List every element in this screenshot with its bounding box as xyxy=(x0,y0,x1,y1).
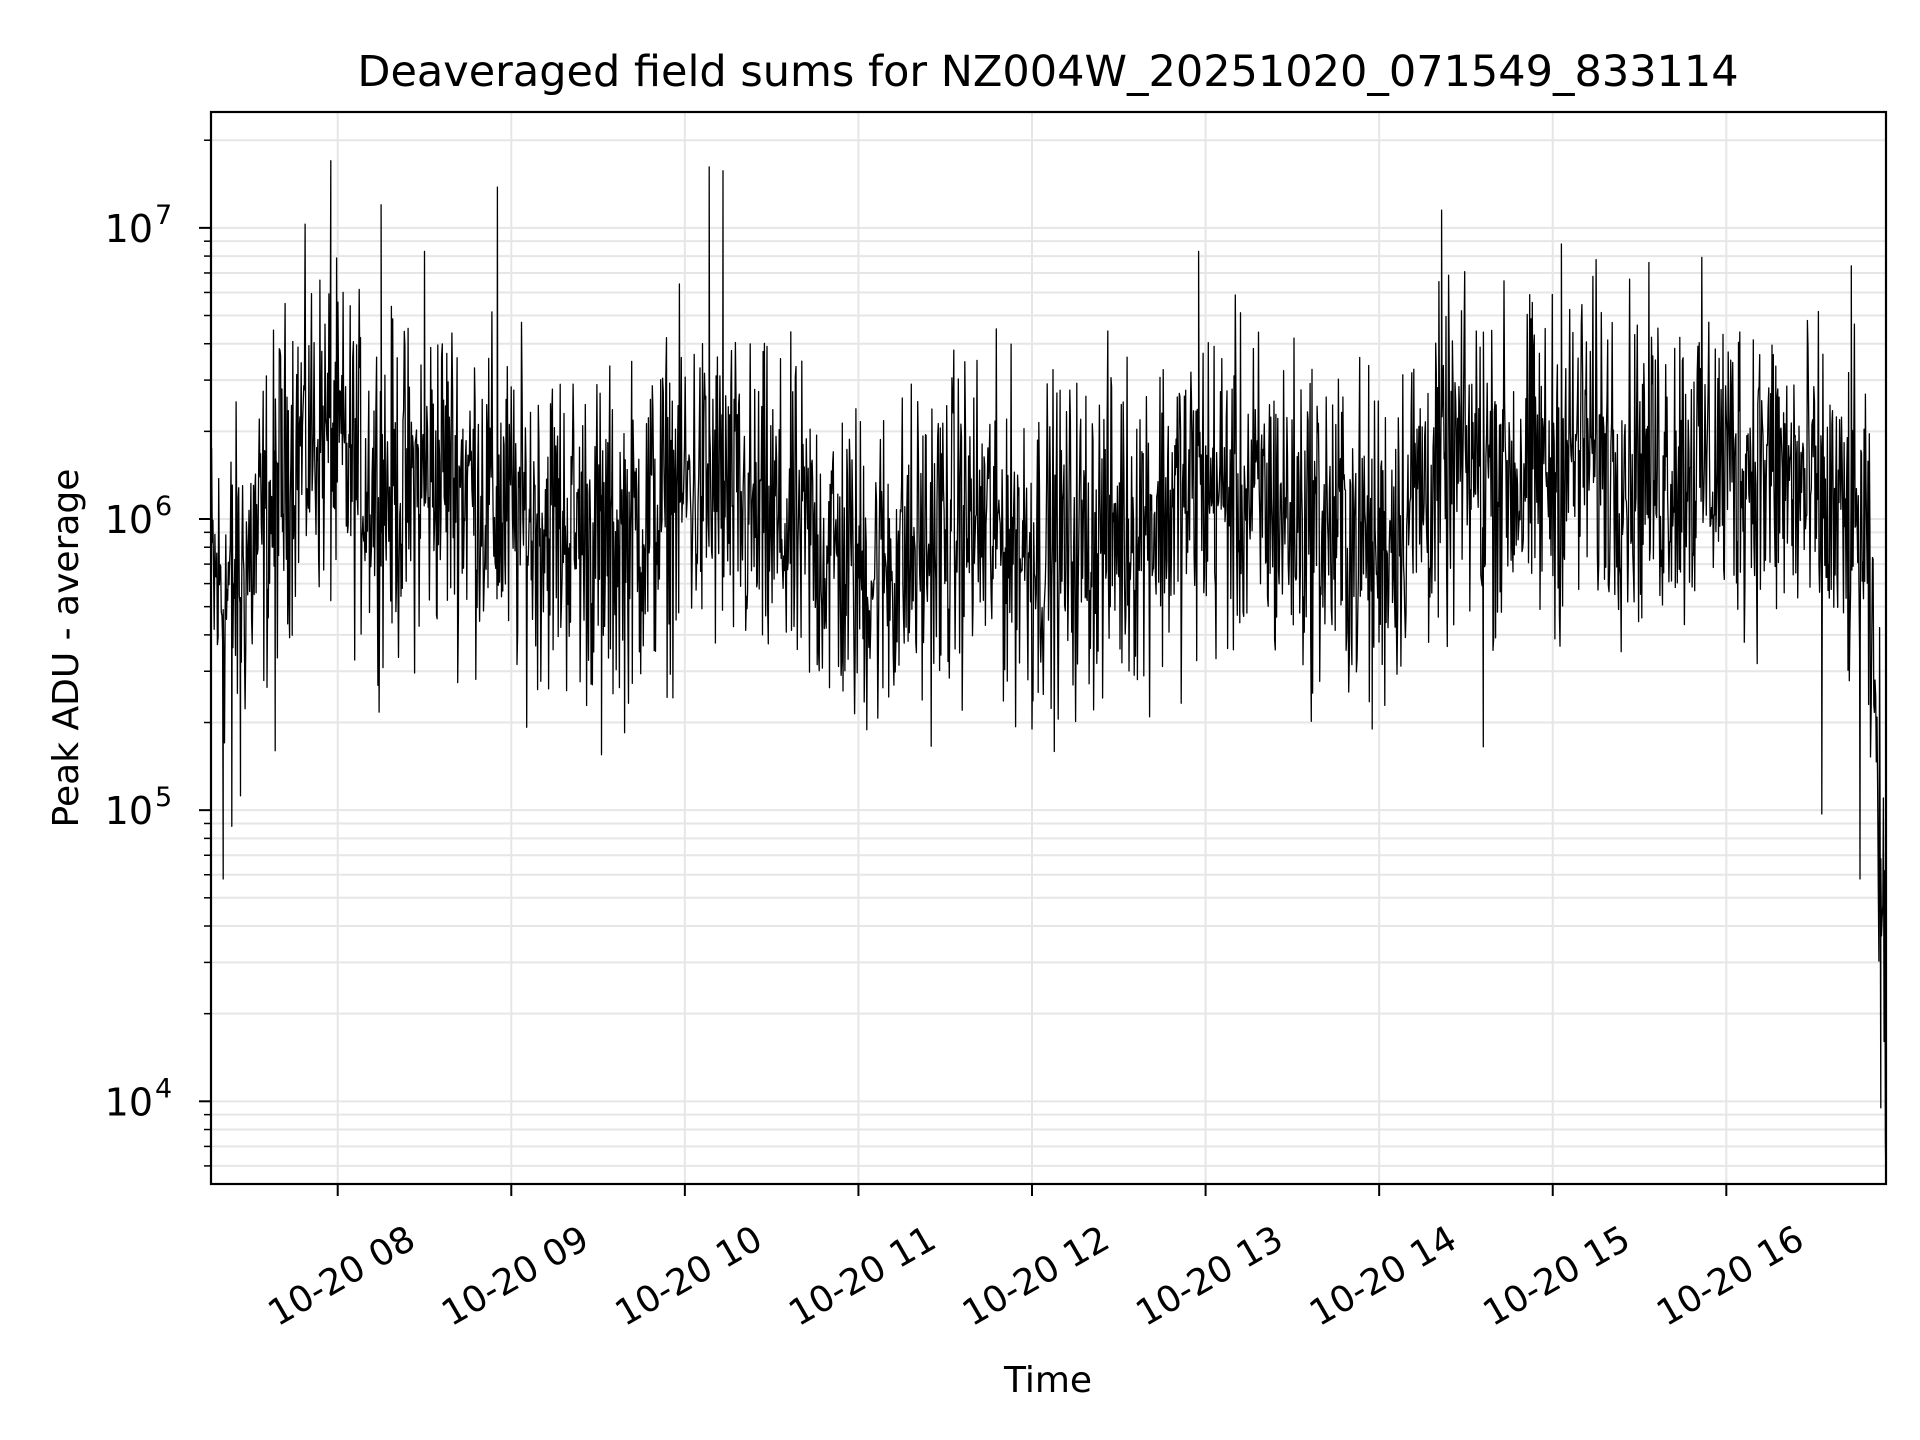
y-tick-exponent: 7 xyxy=(155,200,172,231)
y-axis-label: Peak ADU - average xyxy=(46,469,87,828)
y-tick-label: 10 xyxy=(105,1080,153,1124)
y-tick-exponent: 5 xyxy=(155,782,172,813)
plot-frame xyxy=(209,110,1888,1186)
y-tick-label: 10 xyxy=(105,498,153,542)
x-axis-label: Time xyxy=(1003,1360,1092,1401)
y-tick-exponent: 4 xyxy=(155,1073,172,1104)
chart-title: Deaveraged field sums for NZ004W_2025102… xyxy=(357,47,1738,97)
series-line xyxy=(210,160,1887,1185)
y-tick-label: 10 xyxy=(105,207,153,251)
y-tick-label: 10 xyxy=(105,789,153,833)
y-tick-exponent: 6 xyxy=(155,491,172,522)
